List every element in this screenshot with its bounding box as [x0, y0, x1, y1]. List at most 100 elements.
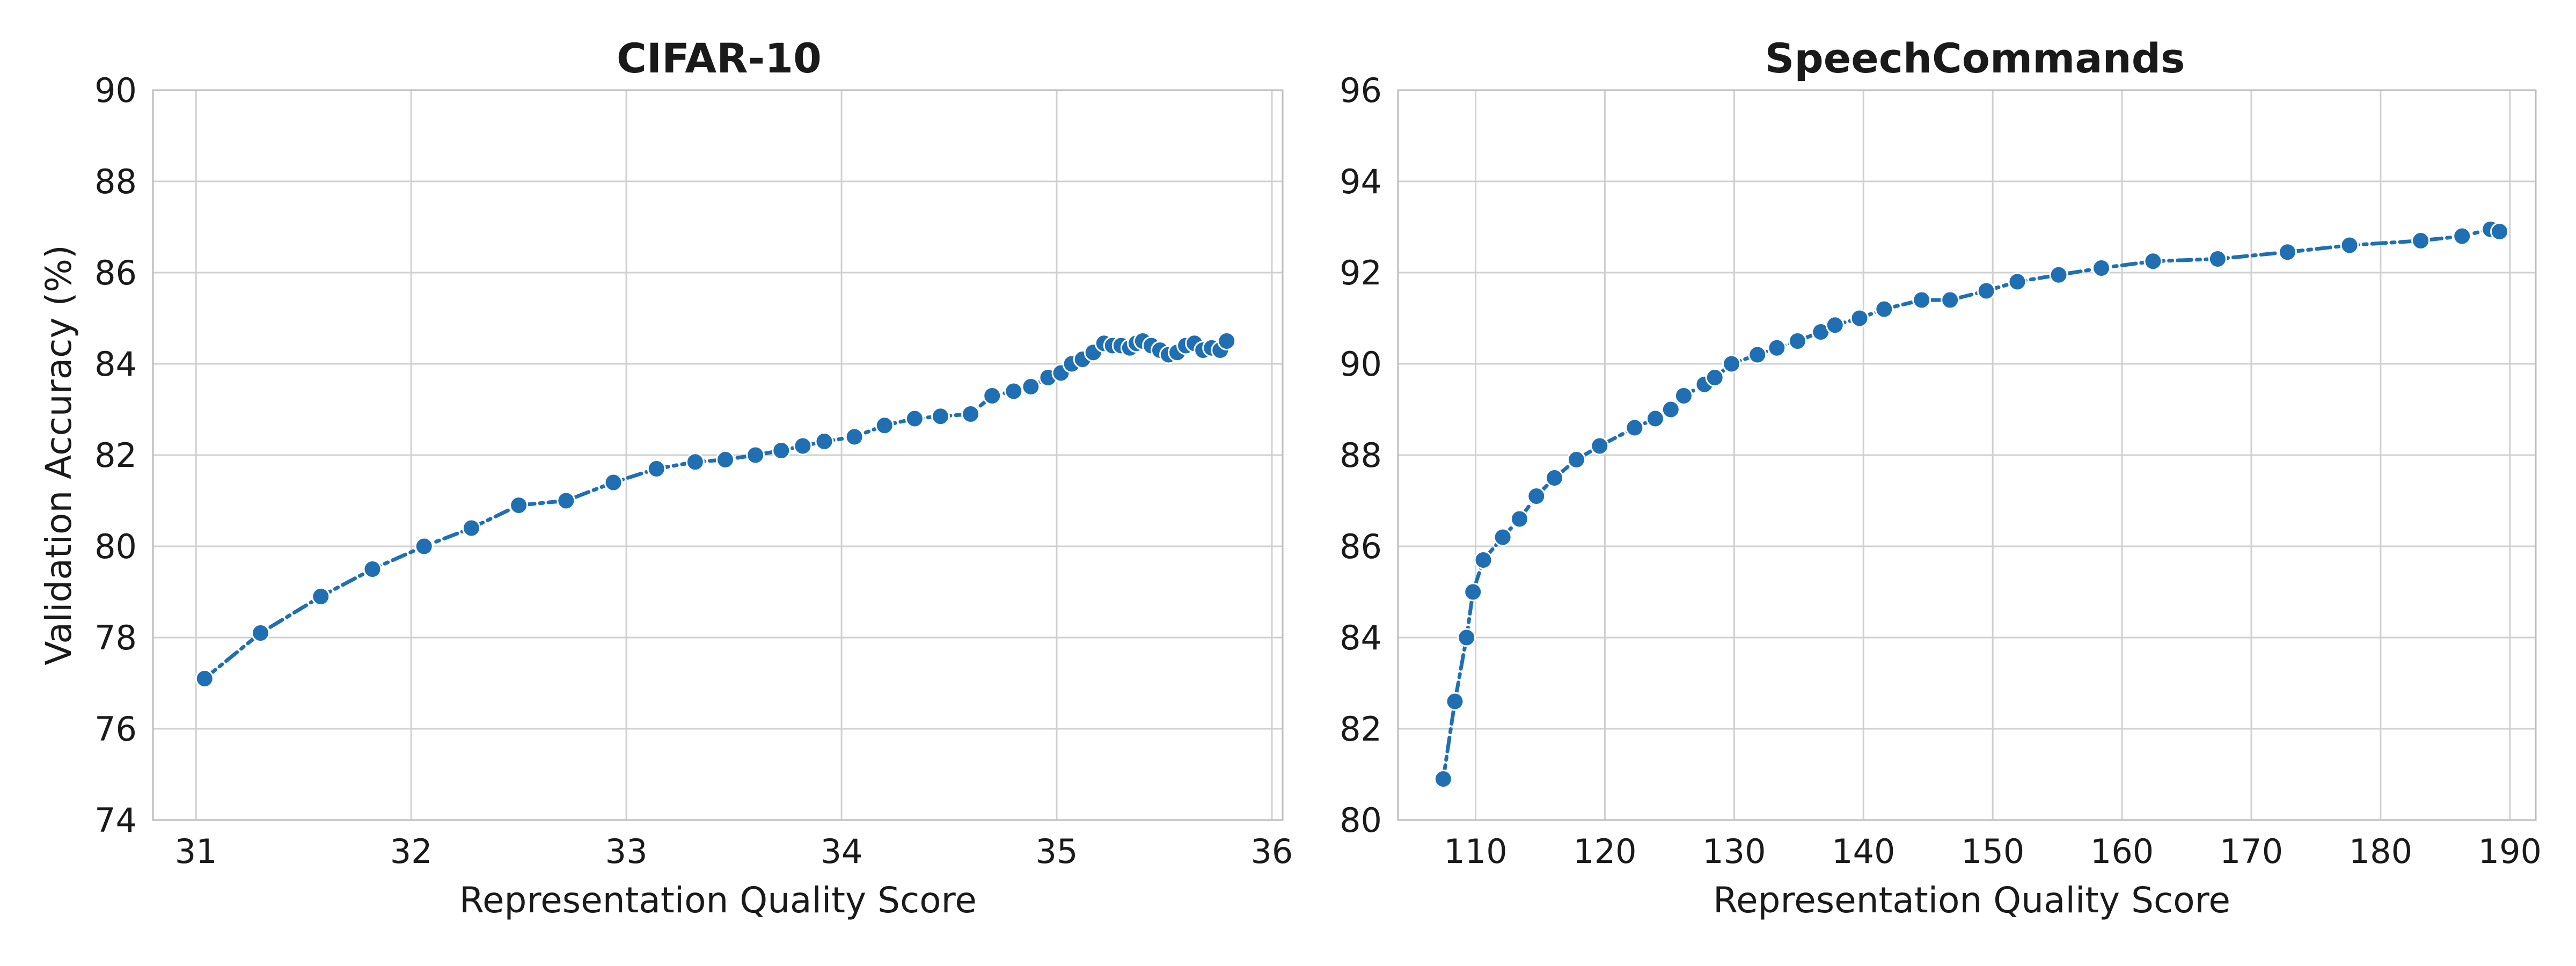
speechcommands-data-point: [1567, 450, 1586, 469]
speechcommands-data-point: [1875, 299, 1894, 319]
speechcommands-data-point: [2143, 252, 2163, 271]
cifar10-x-tick-label: 32: [390, 832, 433, 871]
speechcommands-x-tick-label: 120: [1573, 832, 1636, 871]
cifar10-data-point: [557, 491, 576, 510]
speechcommands-data-point: [1825, 316, 1845, 335]
cifar10-y-tick-label: 90: [94, 71, 137, 110]
cifar10-y-axis-label: Validation Accuracy (%): [38, 245, 79, 665]
cifar10-data-point: [845, 427, 864, 447]
speechcommands-data-point: [1912, 290, 1931, 310]
cifar10-data-point: [195, 669, 214, 688]
speechcommands-data-point: [2411, 231, 2431, 250]
speechcommands-data-point: [1463, 582, 1483, 602]
speechcommands-plot-frame: [1397, 89, 2537, 821]
cifar10-data-point: [647, 459, 666, 478]
speechcommands-data-point: [1433, 770, 1453, 788]
cifar10-data-point: [983, 386, 1002, 405]
speechcommands-data-point: [2208, 250, 2227, 268]
speechcommands-data-point: [1941, 290, 1960, 310]
speechcommands-y-ticks: 80 82 84 86 88 90 92 94 96: [1340, 71, 1382, 840]
cifar10-data-point: [251, 624, 270, 642]
cifar10-y-tick-label: 78: [94, 618, 137, 657]
cifar10-data-point: [604, 473, 623, 492]
speechcommands-title: SpeechCommands: [1765, 34, 2185, 82]
speechcommands-series-line: [1441, 227, 2501, 781]
cifar10-y-tick-label: 82: [94, 436, 137, 475]
cifar10-x-ticks: 31 32 33 34 35 36: [175, 832, 1293, 871]
speechcommands-y-tick-label: 88: [1340, 436, 1382, 475]
cifar10-x-tick-label: 34: [821, 832, 863, 871]
cifar10-data-point: [875, 416, 894, 435]
cifar10-x-tick-label: 36: [1250, 832, 1293, 871]
speechcommands-data-point: [1850, 309, 1869, 328]
cifar10-y-tick-label: 80: [94, 527, 137, 566]
speechcommands-data-point: [2340, 236, 2359, 255]
cifar10-data-point: [509, 496, 529, 515]
speechcommands-data-point: [1545, 469, 1564, 487]
speechcommands-data-point: [1722, 354, 1741, 374]
speechcommands-panel: SpeechCommands 110 120 130 140 150 160 170 180 1…: [1340, 34, 2542, 921]
speechcommands-x-ticks: 110 120 130 140 150 160 170 180 190: [1444, 832, 2542, 871]
speechcommands-data-point: [1474, 551, 1493, 569]
cifar10-data-point: [746, 445, 765, 465]
speechcommands-x-axis-label: Representation Quality Score: [1713, 880, 2230, 921]
cifar10-x-tick-label: 33: [605, 832, 648, 871]
speechcommands-data-point: [2490, 222, 2509, 241]
cifar10-data-point: [414, 537, 434, 556]
speechcommands-data-point: [1445, 692, 1465, 711]
cifar10-data-point: [685, 452, 705, 472]
speechcommands-y-tick-label: 90: [1340, 345, 1382, 384]
speechcommands-x-tick-label: 110: [1444, 832, 1507, 871]
speechcommands-data-point: [1661, 400, 1680, 419]
speechcommands-data-point: [1705, 368, 1724, 387]
cifar10-x-tick-label: 31: [175, 832, 217, 871]
cifar10-data-point: [311, 587, 331, 606]
cifar10-series-line: [202, 339, 1229, 680]
speechcommands-data-point: [1767, 338, 1787, 357]
speechcommands-data-point: [1527, 487, 1546, 506]
speechcommands-data-point: [1645, 409, 1665, 428]
cifar10-y-ticks: 74 76 78 80 82 84 86 88 90: [94, 71, 137, 840]
speechcommands-x-tick-label: 130: [1702, 832, 1766, 871]
cifar10-panel: CIFAR-10 31 32 33 34 35 36 74 76 78 80 82 84 86 88 90…: [38, 34, 1293, 921]
cifar10-data-point: [716, 450, 735, 469]
cifar10-data-point: [363, 560, 382, 579]
cifar10-data-point: [815, 432, 834, 451]
speechcommands-y-tick-label: 80: [1340, 801, 1382, 840]
speechcommands-data-point: [1457, 628, 1476, 647]
cifar10-x-tick-label: 35: [1036, 832, 1078, 871]
speechcommands-y-tick-label: 92: [1340, 253, 1382, 292]
speechcommands-x-tick-label: 150: [1961, 832, 2024, 871]
speechcommands-data-point: [1748, 345, 1767, 364]
speechcommands-data-point: [1674, 386, 1693, 405]
cifar10-data-point: [462, 518, 481, 538]
speechcommands-data-point: [1625, 418, 1644, 437]
speechcommands-y-tick-label: 96: [1340, 71, 1382, 110]
cifar10-data-point: [961, 405, 980, 423]
cifar10-y-tick-label: 86: [94, 253, 137, 292]
speechcommands-x-tick-label: 170: [2220, 832, 2283, 871]
cifar10-y-tick-label: 76: [94, 709, 137, 749]
speechcommands-y-tick-label: 82: [1340, 709, 1382, 749]
cifar10-points: [195, 332, 1236, 688]
cifar10-data-point: [1004, 382, 1023, 401]
speechcommands-data-point: [2049, 265, 2068, 284]
speechcommands-data-point: [2278, 243, 2297, 262]
cifar10-plot-frame: [152, 89, 1284, 821]
cifar10-gridlines: [153, 89, 1283, 821]
cifar10-y-tick-label: 84: [94, 345, 137, 384]
cifar10-data-point: [772, 441, 791, 460]
speechcommands-data-point: [1510, 509, 1529, 529]
speechcommands-x-tick-label: 140: [1832, 832, 1895, 871]
speechcommands-data-point: [1493, 528, 1512, 547]
speechcommands-data-point: [1590, 436, 1609, 456]
cifar10-data-point: [1021, 377, 1041, 396]
cifar10-data-point: [1217, 332, 1236, 350]
speechcommands-data-point: [2008, 272, 2027, 291]
speechcommands-x-tick-label: 190: [2478, 832, 2542, 871]
cifar10-data-point: [905, 409, 924, 428]
speechcommands-y-tick-label: 94: [1340, 162, 1382, 201]
cifar10-data-point: [793, 436, 813, 456]
speechcommands-y-tick-label: 86: [1340, 527, 1382, 566]
